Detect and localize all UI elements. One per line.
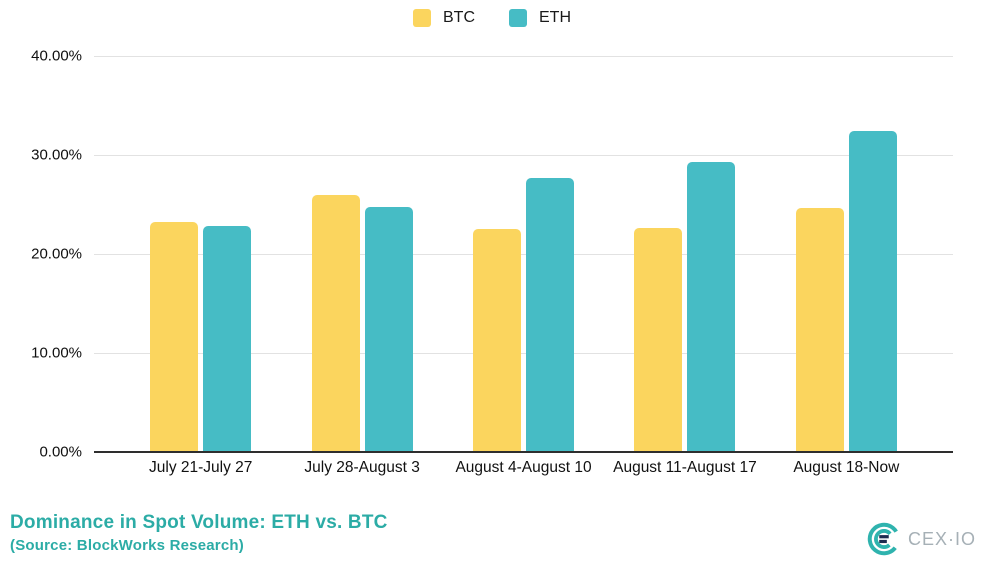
legend-label: ETH <box>539 9 571 26</box>
legend-swatch-eth <box>509 9 527 27</box>
y-axis-label: 40.00% <box>31 47 82 65</box>
chart-footer: Dominance in Spot Volume: ETH vs. BTC (S… <box>10 512 388 554</box>
bar-btc <box>311 194 360 452</box>
gridline <box>94 254 953 255</box>
x-axis-line <box>94 451 953 453</box>
bars-layer <box>94 56 953 452</box>
plot-area: 40.00% 30.00% 20.00% 10.00% 0.00% July 21-Ju… <box>31 48 953 476</box>
x-axis-label: August 18-Now <box>793 459 900 476</box>
chart-legend: BTC ETH <box>0 9 984 27</box>
bar-group <box>120 56 281 452</box>
bar-group <box>766 56 927 452</box>
y-axis-label: 0.00% <box>39 443 82 461</box>
gridline <box>94 155 953 156</box>
chart-title: Dominance in Spot Volume: ETH vs. BTC <box>10 512 388 533</box>
bar-group <box>604 56 765 452</box>
bar-eth <box>687 161 736 452</box>
x-axis-label: July 21-July 27 <box>149 459 253 476</box>
bar-btc <box>150 222 199 452</box>
bar-btc <box>634 228 683 452</box>
bar-group <box>281 56 442 452</box>
bar-group <box>443 56 604 452</box>
bar-btc <box>473 229 522 452</box>
bar-eth <box>526 177 575 452</box>
chart-source: (Source: BlockWorks Research) <box>10 537 244 554</box>
x-axis-labels: July 21-July 27 July 28-August 3 August 4-… <box>94 459 953 477</box>
y-axis-label: 20.00% <box>31 245 82 263</box>
legend-item-eth: ETH <box>509 9 571 27</box>
cexio-logo: CEX·IO <box>865 520 976 558</box>
cexio-logo-mark <box>867 522 901 556</box>
bar-eth <box>364 207 413 452</box>
y-axis-label: 10.00% <box>31 344 82 362</box>
x-axis-label: August 4-August 10 <box>455 459 592 476</box>
bar-eth <box>848 131 897 452</box>
legend-label: BTC <box>443 9 475 26</box>
bar-btc <box>795 208 844 452</box>
legend-swatch-btc <box>413 9 431 27</box>
legend-item-btc: BTC <box>413 9 475 27</box>
x-axis-label: August 11-August 17 <box>613 459 757 476</box>
x-axis-label: July 28-August 3 <box>304 459 420 476</box>
cexio-logo-text: CEX·IO <box>907 528 976 549</box>
gridline <box>94 353 953 354</box>
gridline <box>94 56 953 57</box>
y-axis-label: 30.00% <box>31 146 82 164</box>
bar-eth <box>203 226 252 452</box>
